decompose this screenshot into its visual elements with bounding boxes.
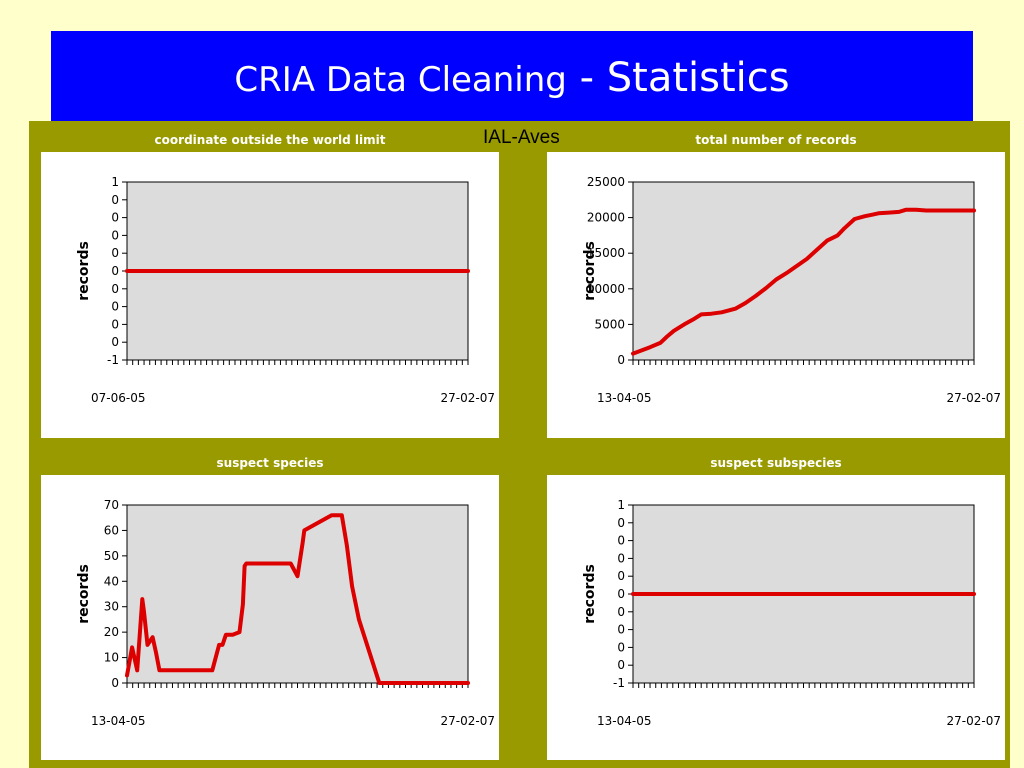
y-tick-label: 0 bbox=[111, 264, 119, 278]
y-tick-label: 0 bbox=[617, 551, 625, 565]
page-title: CRIA Data Cleaning - Statistics bbox=[234, 55, 789, 101]
y-tick-label: -1 bbox=[613, 676, 625, 690]
y-tick-label: 0 bbox=[617, 605, 625, 619]
y-tick-label: 0 bbox=[617, 623, 625, 637]
y-tick-label: 0 bbox=[617, 353, 625, 367]
y-axis-label: records bbox=[582, 564, 598, 624]
y-axis-label: records bbox=[582, 241, 598, 301]
y-tick-label: 20 bbox=[104, 625, 119, 639]
y-axis-label: records bbox=[76, 241, 92, 301]
y-tick-label: 5000 bbox=[594, 317, 625, 331]
plot-area bbox=[126, 504, 469, 684]
y-tick-label: 10 bbox=[104, 651, 119, 665]
y-tick-label: 0 bbox=[111, 193, 119, 207]
y-tick-label: 0 bbox=[617, 587, 625, 601]
chart-title-subspecies: suspect subspecies bbox=[710, 456, 842, 470]
chart-coordinate-outside: 1 0 0 0 0 0 0 0 0 0 -1 07-06-05 27-02-07 records bbox=[41, 152, 499, 438]
y-tick-label: 0 bbox=[111, 676, 119, 690]
chart-svg-subspecies: 1 0 0 0 0 0 0 0 0 0 -1 13-04-05 27-02-07 records bbox=[582, 498, 1001, 728]
chart-svg-total: 25000 20000 15000 10000 5000 0 13-04-05 27-02-0… bbox=[582, 175, 1001, 405]
y-tick-label: 20000 bbox=[587, 211, 625, 225]
chart-svg-species: 70 60 50 40 30 20 10 0 13-04-05 27-02-07 records bbox=[76, 498, 495, 728]
y-tick-label: 0 bbox=[111, 228, 119, 242]
y-tick-label: 60 bbox=[104, 523, 119, 537]
y-tick-label: 50 bbox=[104, 549, 119, 563]
y-tick-label: 10000 bbox=[587, 282, 625, 296]
x-start-label: 07-06-05 bbox=[91, 391, 145, 405]
x-start-label: 13-04-05 bbox=[91, 714, 145, 728]
title-accent: - Statistics bbox=[566, 55, 790, 101]
chart-title-total: total number of records bbox=[695, 133, 857, 147]
chart-title-coordinate: coordinate outside the world limit bbox=[154, 133, 386, 147]
x-start-label: 13-04-05 bbox=[597, 714, 651, 728]
y-tick-label: 15000 bbox=[587, 246, 625, 260]
y-axis-label: records bbox=[76, 564, 92, 624]
series-line bbox=[631, 207, 976, 356]
y-tick-label: 0 bbox=[111, 246, 119, 260]
series-line bbox=[125, 513, 470, 685]
y-tick-label: 0 bbox=[617, 640, 625, 654]
x-start-label: 13-04-05 bbox=[597, 391, 651, 405]
y-tick-label: 0 bbox=[111, 335, 119, 349]
chart-title-species: suspect species bbox=[216, 456, 324, 470]
dataset-subtitle: IAL-Aves bbox=[483, 127, 560, 148]
y-tick-label: 0 bbox=[111, 317, 119, 331]
y-tick-label: 0 bbox=[617, 658, 625, 672]
title-main: CRIA Data Cleaning bbox=[234, 60, 567, 100]
chart-svg-coordinate: 1 0 0 0 0 0 0 0 0 0 -1 07-06-05 27-02-07 records bbox=[76, 175, 495, 405]
y-tick-label: 0 bbox=[617, 516, 625, 530]
y-tick-label: 0 bbox=[617, 534, 625, 548]
y-tick-label: 0 bbox=[111, 300, 119, 314]
x-end-label: 27-02-07 bbox=[947, 391, 1001, 405]
x-end-label: 27-02-07 bbox=[441, 391, 495, 405]
y-tick-label: 70 bbox=[104, 498, 119, 512]
y-tick-label: -1 bbox=[107, 353, 119, 367]
y-tick-label: 0 bbox=[111, 211, 119, 225]
y-tick-label: 0 bbox=[617, 569, 625, 583]
y-tick-label: 30 bbox=[104, 600, 119, 614]
chart-total-records: 25000 20000 15000 10000 5000 0 13-04-05 27-02-0… bbox=[547, 152, 1005, 438]
y-tick-label: 25000 bbox=[587, 175, 625, 189]
chart-suspect-subspecies: 1 0 0 0 0 0 0 0 0 0 -1 13-04-05 27-02-07 records bbox=[547, 475, 1005, 760]
y-tick-label: 40 bbox=[104, 574, 119, 588]
y-tick-label: 1 bbox=[111, 175, 119, 189]
x-end-label: 27-02-07 bbox=[441, 714, 495, 728]
y-tick-label: 0 bbox=[111, 282, 119, 296]
title-banner: CRIA Data Cleaning - Statistics bbox=[51, 31, 973, 125]
y-tick-label: 1 bbox=[617, 498, 625, 512]
x-end-label: 27-02-07 bbox=[947, 714, 1001, 728]
chart-suspect-species: 70 60 50 40 30 20 10 0 13-04-05 27-02-07 records bbox=[41, 475, 499, 760]
